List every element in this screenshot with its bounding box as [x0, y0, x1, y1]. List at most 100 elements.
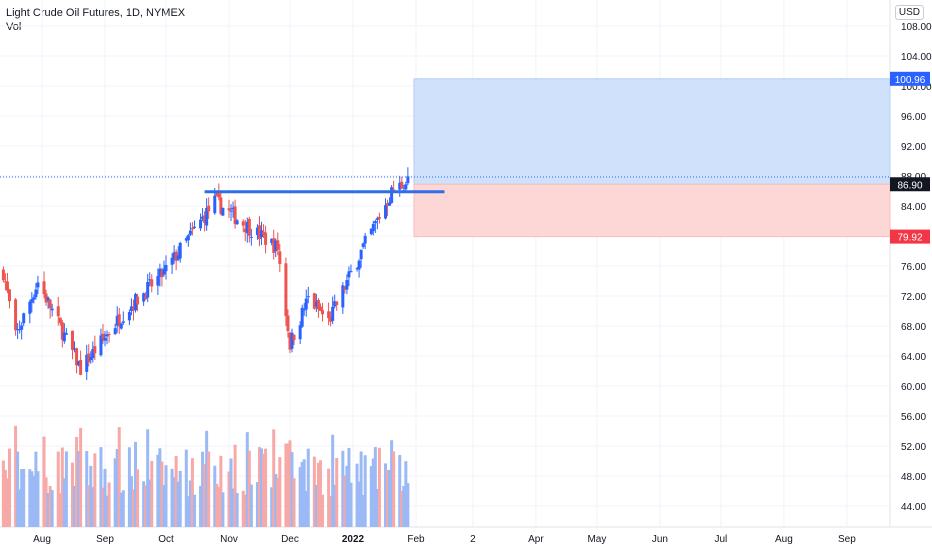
volume-bar: [3, 469, 7, 527]
x-tick-label: 2022: [342, 534, 365, 545]
volume-bar: [288, 440, 292, 527]
candle-body: [117, 314, 121, 327]
candle-body: [30, 299, 34, 303]
volume-bar: [347, 447, 351, 527]
volume-bar: [398, 454, 402, 527]
candle-body: [318, 306, 322, 311]
volume-bar: [233, 444, 237, 527]
volume-bar: [28, 469, 32, 527]
candle-body: [134, 294, 137, 311]
candle-body: [229, 210, 233, 212]
candle-body: [32, 297, 36, 300]
volume-bars: [1, 425, 410, 527]
candle-body: [101, 333, 105, 339]
volume-bar: [406, 483, 410, 527]
candle-body: [119, 323, 123, 329]
stop-zone[interactable]: [413, 183, 891, 238]
volume-bar: [103, 468, 107, 527]
candle-body: [327, 311, 331, 319]
volume-bar: [213, 465, 217, 527]
volume-bar: [148, 479, 152, 527]
y-tick-label: 84.00: [901, 202, 926, 213]
volume-bar: [302, 459, 306, 527]
candle-body: [241, 221, 245, 226]
candle-body: [103, 337, 107, 341]
currency-label[interactable]: USD: [894, 5, 924, 20]
target-zone[interactable]: [413, 78, 891, 185]
chart-legend: Light Crude Oil Futures, 1D, NYMEX Vol: [6, 6, 185, 34]
stop-price-tag-label: 79.92: [897, 233, 922, 244]
candle-body: [192, 226, 196, 228]
volume-bar: [349, 482, 353, 527]
candle-body: [288, 332, 292, 350]
volume-bar: [136, 469, 140, 527]
volume-bar: [30, 471, 34, 527]
candle-body: [375, 218, 379, 220]
candle-body: [300, 307, 304, 327]
volume-bar: [316, 462, 320, 527]
candle-body: [5, 281, 9, 291]
candle-body: [107, 334, 111, 336]
candle-body: [357, 260, 361, 270]
volume-bar: [36, 471, 40, 527]
candle-body: [331, 306, 335, 321]
volume-label[interactable]: Vol: [6, 21, 22, 33]
volume-bar: [73, 485, 77, 527]
candle-body: [233, 206, 237, 225]
volume-bar: [272, 429, 276, 527]
y-tick-label: 92.00: [901, 142, 926, 153]
candle-body: [349, 271, 353, 273]
volume-bar: [7, 448, 11, 527]
volume-bar: [321, 494, 324, 527]
candle-body: [245, 221, 249, 234]
candle-body: [335, 301, 339, 305]
candle-body: [213, 195, 217, 214]
volume-bar: [121, 490, 125, 527]
candle-body: [184, 238, 188, 241]
candle-body: [34, 289, 38, 298]
volume-bar: [257, 447, 261, 527]
volume-bar: [375, 489, 379, 527]
candle-body: [50, 308, 54, 311]
entry-price-tag-label: 86.90: [897, 180, 922, 191]
volume-bar: [292, 478, 296, 527]
candle-body: [99, 335, 103, 356]
volume-bar: [176, 481, 180, 527]
volume-bar: [160, 461, 164, 527]
x-tick-label: Jul: [714, 534, 727, 545]
candle-body: [190, 227, 194, 230]
candle-body: [129, 306, 133, 312]
candle-body: [158, 268, 162, 277]
volume-bar: [201, 451, 205, 527]
volume-bar: [93, 453, 97, 527]
target-price-tag-label: 100.96: [895, 75, 926, 86]
symbol-title[interactable]: Light Crude Oil Futures, 1D, NYMEX: [6, 7, 186, 19]
volume-bar: [150, 460, 154, 527]
candle-body: [262, 231, 266, 235]
volume-bar: [345, 465, 349, 527]
volume-bar: [335, 457, 339, 527]
volume-bar: [278, 457, 282, 527]
volume-bar: [164, 465, 168, 527]
volume-bar: [58, 493, 62, 527]
x-tick-label: 2: [470, 534, 476, 545]
candle-body: [136, 296, 140, 305]
candle-body: [148, 279, 152, 281]
volume-bar: [231, 488, 235, 527]
volume-bar: [62, 478, 66, 527]
volume-bar: [14, 425, 18, 527]
candle-body: [176, 255, 180, 260]
candle-body: [188, 230, 192, 235]
candles: [1, 167, 410, 380]
volume-bar: [217, 487, 221, 527]
candle-body: [3, 281, 7, 283]
x-tick-label: May: [587, 534, 606, 545]
volume-bar: [87, 485, 91, 527]
candle-body: [56, 306, 60, 317]
volume-bar: [91, 487, 95, 527]
volume-bar: [392, 451, 396, 527]
candle-body: [345, 280, 349, 290]
volume-bar: [255, 482, 259, 527]
candle-body: [292, 334, 296, 341]
